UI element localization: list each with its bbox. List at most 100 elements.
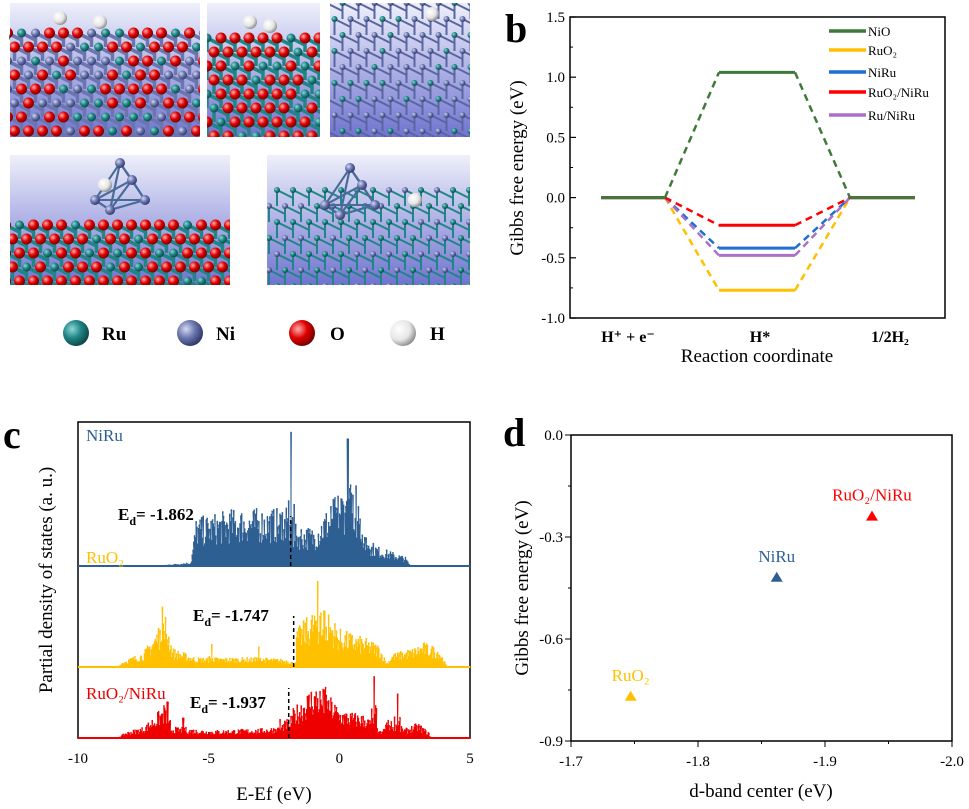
o-atom <box>243 88 255 100</box>
structure-image-2 <box>207 3 332 137</box>
ru-atom <box>466 187 470 193</box>
ru-atom <box>450 219 456 225</box>
ni-atom <box>282 235 288 241</box>
ru-atom <box>300 61 310 71</box>
o-atom <box>56 247 67 259</box>
o-atom <box>10 125 20 137</box>
ru-atom <box>418 187 424 193</box>
ru-atom <box>101 28 110 38</box>
bond <box>485 222 501 230</box>
y-tick-label: 0.0 <box>544 428 563 444</box>
structure-background <box>267 155 470 285</box>
bond <box>227 134 234 137</box>
ni-atom <box>331 112 338 118</box>
bond <box>485 254 501 262</box>
o-atom <box>44 111 55 123</box>
ru-atom <box>106 262 115 272</box>
ni-atom <box>363 16 370 22</box>
ru-atom <box>155 248 164 258</box>
ni-atom <box>411 112 418 118</box>
bond <box>162 145 176 152</box>
ru-atom <box>218 234 227 244</box>
o-atom <box>98 275 109 285</box>
ni-atom <box>451 96 458 102</box>
o-atom <box>182 247 193 259</box>
bond <box>36 145 50 152</box>
ni-atom <box>426 235 432 241</box>
o-atom <box>58 111 69 123</box>
ni-atom <box>10 57 12 65</box>
o-atom <box>16 111 27 123</box>
o-atom <box>321 47 332 58</box>
bond <box>477 270 493 278</box>
o-atom <box>142 27 153 39</box>
ru-atom <box>80 42 89 52</box>
o-atom <box>184 111 195 123</box>
ni-atom <box>24 70 33 80</box>
o-atom <box>128 140 139 151</box>
x-tick-label: -2.0 <box>940 754 964 770</box>
ru-atom <box>443 48 450 54</box>
panel-d: d -1.7 -1.8 -1.9 -2.0 0.0 -0.3 -0.6 -0.9 RuO₂ NiR… <box>503 410 964 802</box>
o-atom <box>321 75 332 86</box>
bond <box>341 286 357 294</box>
o-atom <box>126 275 137 285</box>
o-atom <box>215 88 227 100</box>
ru-atom <box>451 128 458 134</box>
o-atom <box>222 102 234 114</box>
o-atom <box>217 261 228 273</box>
o-atom-icon <box>289 320 315 346</box>
bond <box>10 281 18 285</box>
ni-atom <box>73 56 82 66</box>
bond <box>10 88 23 98</box>
bond <box>204 145 218 152</box>
o-atom <box>292 74 304 86</box>
o-atom <box>236 46 248 58</box>
bond <box>330 35 343 44</box>
o-atom <box>44 27 55 39</box>
bond <box>421 286 437 294</box>
ru-atom <box>209 103 219 113</box>
bond <box>471 99 487 107</box>
ru-atom <box>183 276 192 285</box>
bond <box>10 32 23 42</box>
ni-atom <box>402 187 408 193</box>
data-point-label: RuO₂ <box>612 666 650 685</box>
ni-atom <box>80 70 89 80</box>
o-atom <box>189 261 200 273</box>
ni-atom <box>387 3 394 6</box>
o-atom <box>313 32 320 44</box>
ru-atom <box>395 16 402 22</box>
ed-value: = -1.747 <box>211 606 269 625</box>
ru-atom <box>411 80 418 86</box>
bond <box>228 280 230 284</box>
ni-atom <box>403 64 410 70</box>
ru-atom <box>370 219 376 225</box>
bond <box>471 35 487 43</box>
ni-atom <box>370 251 376 257</box>
d-band-center-label: Ed= -1.937 <box>190 693 266 716</box>
o-atom <box>257 116 269 128</box>
o-atom <box>175 233 186 245</box>
structure-image-3 <box>330 3 487 137</box>
o-atom <box>98 219 109 231</box>
o-atom <box>215 32 227 44</box>
ru-atom <box>355 96 362 102</box>
ed-value: = -1.937 <box>208 693 266 712</box>
legend-b: NiO RuO₂ NiRu RuO₂/NiRu Ru/NiRu <box>829 24 929 123</box>
ni-atom <box>466 251 470 257</box>
ru-atom <box>274 283 280 285</box>
ru-atom <box>458 267 464 273</box>
ru-atom <box>338 251 344 257</box>
o-atom <box>119 233 130 245</box>
ni-atom <box>66 98 75 108</box>
o-atom <box>229 116 241 128</box>
ni-atom <box>395 112 402 118</box>
legend-label: NiO <box>868 24 890 39</box>
ni-atom <box>459 80 466 86</box>
bond <box>469 286 485 294</box>
o-atom <box>208 130 220 137</box>
bond <box>237 239 251 246</box>
ru-atom <box>52 70 61 80</box>
